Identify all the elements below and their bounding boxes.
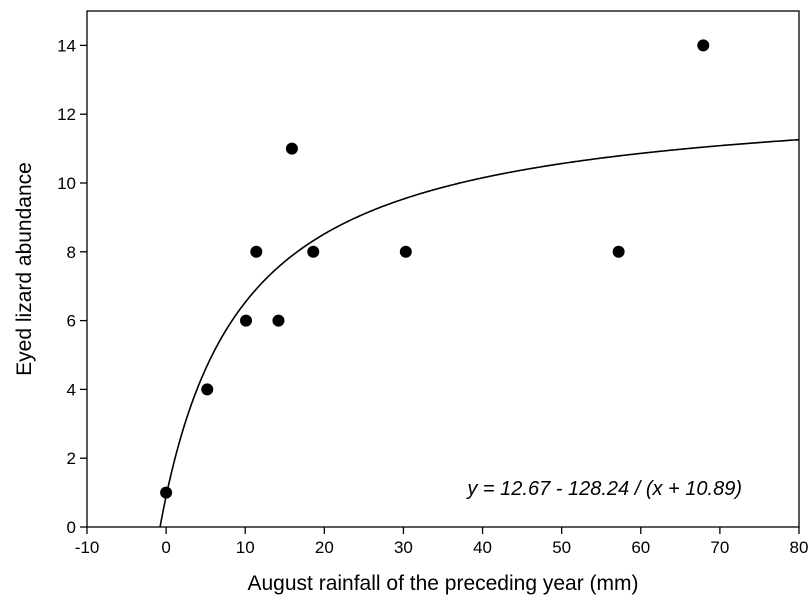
y-tick-label: 12 [57, 105, 76, 124]
equation-label: y = 12.67 - 128.24 / (x + 10.89) [465, 478, 742, 500]
data-point [307, 246, 319, 258]
y-tick-label: 6 [67, 312, 76, 331]
y-axis-title: Eyed lizard abundance [13, 162, 36, 376]
x-tick-label: 50 [552, 538, 571, 557]
x-tick-label: 10 [236, 538, 255, 557]
data-points [160, 39, 709, 498]
x-axis-title: August rainfall of the preceding year (m… [247, 572, 638, 595]
plot-frame [87, 11, 799, 527]
data-point [240, 315, 252, 327]
data-point [400, 246, 412, 258]
x-tick-label: 80 [790, 538, 809, 557]
y-tick-label: 10 [57, 174, 76, 193]
y-tick-label: 8 [67, 243, 76, 262]
x-tick-label: 0 [161, 538, 170, 557]
data-point [286, 143, 298, 155]
x-tick-label: 30 [394, 538, 413, 557]
data-point [272, 315, 284, 327]
fit-curve [160, 140, 799, 527]
data-point [613, 246, 625, 258]
data-point [697, 39, 709, 51]
y-tick-label: 2 [67, 449, 76, 468]
axis-ticks [80, 45, 799, 534]
data-point [201, 383, 213, 395]
data-point [160, 487, 172, 499]
y-tick-label: 14 [57, 36, 76, 55]
x-tick-label: 70 [710, 538, 729, 557]
x-tick-label: 60 [631, 538, 650, 557]
x-tick-label: 40 [473, 538, 492, 557]
data-point [250, 246, 262, 258]
y-tick-label: 0 [67, 518, 76, 537]
y-tick-label: 4 [67, 380, 76, 399]
x-tick-label: 20 [315, 538, 334, 557]
x-tick-label: -10 [75, 538, 100, 557]
